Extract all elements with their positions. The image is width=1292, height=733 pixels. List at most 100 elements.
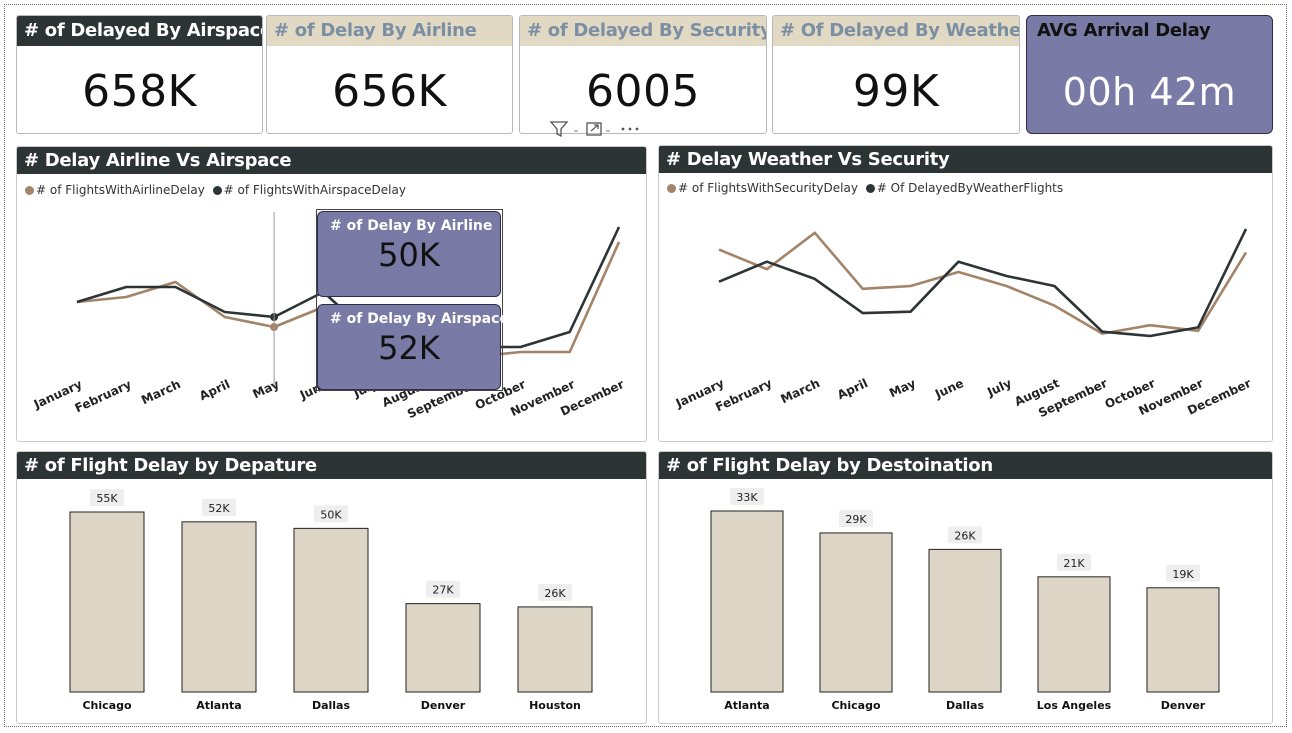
x-axis-category-label: Dallas — [946, 699, 985, 712]
legend-dot — [865, 184, 875, 193]
data-label-background — [1057, 553, 1091, 571]
data-label: 26K — [544, 587, 566, 600]
data-label-background — [730, 488, 764, 505]
panel-weather-vs-security[interactable]: # Delay Weather Vs Security # of Flights… — [658, 145, 1273, 442]
panel-title: # Delay Airline Vs Airspace — [17, 147, 646, 174]
panel-title: # Delay Weather Vs Security — [659, 146, 1272, 173]
data-label: 52K — [208, 502, 230, 515]
kpi-card-avg-arrival-delay[interactable]: AVG Arrival Delay 00h 42m — [1026, 15, 1273, 134]
data-label: 29K — [845, 513, 867, 526]
kpi-value: 656K — [332, 66, 447, 117]
x-axis-tick-label: April — [835, 376, 870, 402]
legend-item-airspace[interactable]: # of FlightsWithAirspaceDelay — [212, 183, 406, 197]
toolbar-icons — [549, 121, 639, 138]
panel-title: # of Flight Delay by Depature — [17, 452, 646, 479]
x-axis-tick-label: April — [197, 377, 232, 403]
legend-item-airline[interactable]: # of FlightsWithAirlineDelay — [25, 183, 205, 197]
legend-label: # of FlightsWithAirspaceDelay — [223, 183, 406, 197]
kpi-value: 6005 — [586, 66, 700, 117]
legend-item-security[interactable]: # of FlightsWithSecurityDelay — [667, 181, 858, 195]
x-axis-tick-label: March — [778, 376, 822, 406]
kpi-label: # Of Delayed By Weather — [773, 16, 1019, 46]
x-axis-tick-label: February — [73, 377, 134, 415]
data-label-background — [1166, 564, 1200, 582]
x-axis-tick-label: July — [984, 376, 1014, 400]
legend-label: # Of DelayedByWeatherFlights — [876, 181, 1064, 195]
kpi-card-weather[interactable]: # Of Delayed By Weather 99K — [772, 15, 1020, 134]
bar[interactable] — [517, 606, 593, 693]
data-label-background — [202, 498, 236, 516]
kpi-value: 658K — [82, 66, 197, 117]
tooltip-label: # of Delay By Airspace — [330, 311, 509, 327]
kpi-value: 99K — [852, 66, 940, 117]
report-canvas — [4, 4, 1287, 727]
visual-header-toolbar — [548, 119, 648, 139]
kpi-value: 00h 42m — [1062, 70, 1237, 114]
data-label: 27K — [432, 584, 454, 597]
tooltip-airspace: # of Delay By Airspace 52K — [317, 304, 509, 390]
kpi-card-airline[interactable]: # of Delay By Airline 656K — [266, 15, 513, 134]
focus-mode-icon[interactable] — [586, 122, 602, 136]
tooltip-value: 50K — [378, 236, 440, 274]
chart-legend: # of FlightsWithAirlineDelay # of Flight… — [25, 183, 406, 197]
legend-label: # of FlightsWithAirlineDelay — [36, 183, 205, 197]
kpi-label: # of Delayed By Security — [520, 16, 766, 46]
bar[interactable] — [405, 603, 481, 693]
data-label: 21K — [1063, 557, 1085, 570]
data-label-background — [314, 505, 348, 523]
data-label-background — [538, 583, 572, 601]
data-label-background — [948, 526, 982, 544]
kpi-label: # of Delayed By Airspace — [17, 16, 262, 46]
bar[interactable] — [69, 511, 145, 693]
filter-icon[interactable] — [549, 121, 569, 138]
x-axis-category-label: Atlanta — [196, 699, 241, 712]
data-label-background — [90, 489, 124, 506]
panel-delay-by-departure[interactable]: # of Flight Delay by Depature 55K Chicago… — [16, 451, 647, 724]
series-line-dark[interactable] — [718, 228, 1248, 338]
legend-dot — [212, 186, 222, 195]
data-label: 50K — [320, 508, 342, 521]
bar-chart-departure[interactable]: 55K Chicago 52K Atlanta 50K Dallas 27K Denver 26… — [17, 452, 647, 724]
data-label: 55K — [96, 492, 118, 505]
bar[interactable] — [710, 510, 784, 693]
x-axis-tick-label: June — [932, 376, 966, 402]
kpi-label: AVG Arrival Delay — [1037, 20, 1211, 41]
tooltip-outline — [316, 209, 503, 391]
tooltip-label: # of Delay By Airline — [330, 218, 493, 234]
kpi-card-security[interactable]: # of Delayed By Security 6005 — [519, 15, 767, 134]
x-axis-category-label: Los Angeles — [1037, 699, 1112, 712]
kpi-card-airspace[interactable]: # of Delayed By Airspace 658K — [16, 15, 263, 134]
tooltip-airline: # of Delay By Airline 50K — [317, 211, 501, 297]
panel-delay-by-destination[interactable]: # of Flight Delay by Destoination 33K Atl… — [658, 451, 1273, 724]
bar[interactable] — [1037, 576, 1111, 693]
series-line-brown[interactable] — [718, 231, 1248, 335]
x-axis-category-label: Atlanta — [724, 699, 769, 712]
legend-dot — [667, 184, 676, 193]
bar[interactable] — [293, 527, 369, 693]
x-axis-tick-label: March — [139, 377, 183, 407]
legend-dot — [25, 186, 34, 195]
data-label: 19K — [1172, 568, 1194, 581]
legend-label: # of FlightsWithSecurityDelay — [678, 181, 858, 195]
x-axis-category-label: Chicago — [831, 699, 880, 712]
more-options-icon[interactable] — [621, 127, 639, 131]
bar-chart-destination[interactable]: 33K Atlanta 29K Chicago 26K Dallas 21K Los Ange… — [659, 452, 1273, 724]
x-axis-category-label: Denver — [1161, 699, 1206, 712]
tooltip-value: 52K — [378, 329, 440, 367]
x-axis-tick-label: May — [251, 377, 282, 401]
data-label: 26K — [954, 529, 976, 542]
bar[interactable] — [819, 532, 893, 693]
bar[interactable] — [1146, 587, 1220, 693]
data-label-background — [426, 580, 460, 598]
chart-legend: # of FlightsWithSecurityDelay # Of Delay… — [667, 181, 1063, 195]
kpi-label: # of Delay By Airline — [267, 16, 512, 46]
legend-item-weather[interactable]: # Of DelayedByWeatherFlights — [865, 181, 1064, 195]
x-axis-category-label: Dallas — [312, 699, 351, 712]
bar[interactable] — [928, 548, 1002, 693]
panel-title: # of Flight Delay by Destoination — [659, 452, 1272, 479]
x-axis-tick-label: May — [887, 376, 918, 400]
data-label-background — [839, 509, 873, 527]
bar[interactable] — [181, 521, 257, 693]
x-axis-category-label: Houston — [529, 699, 581, 712]
